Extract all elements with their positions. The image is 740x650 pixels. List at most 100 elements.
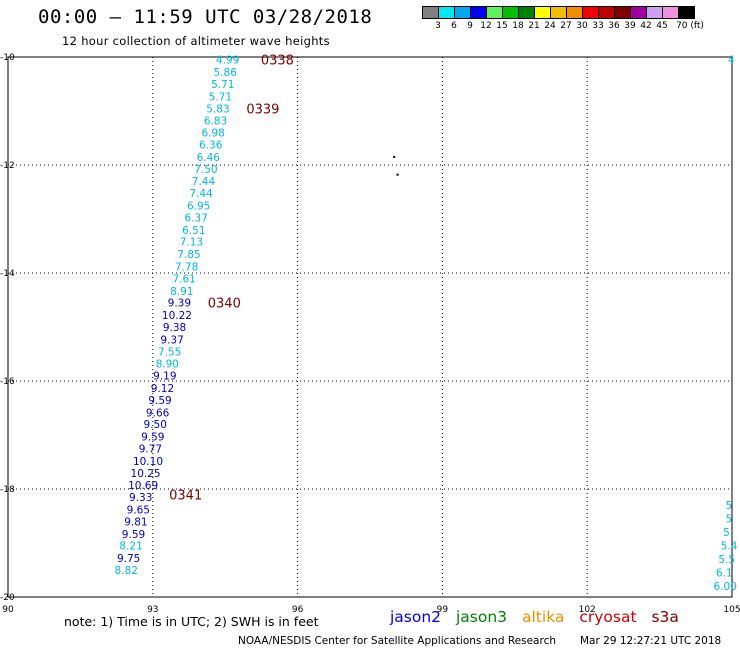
wave-height-label: 7.78 (175, 262, 198, 274)
color-scale-label: 24 (544, 21, 556, 31)
x-tick-label: 105 (723, 605, 740, 615)
wave-height-label: 6.95 (187, 201, 210, 213)
y-tick-label: -10 (0, 53, 15, 63)
wave-height-label: 9.81 (124, 516, 147, 528)
x-tick-label: 96 (292, 605, 304, 615)
x-tick-label: 93 (147, 605, 158, 615)
wave-height-label: 9.19 (153, 371, 176, 383)
color-scale-label: 12 (480, 21, 492, 31)
wave-height-label: 4 (728, 55, 735, 67)
wave-height-label: 5.71 (211, 79, 234, 91)
legend-jason3: jason3 (456, 608, 508, 626)
wave-height-label: 6.83 (204, 116, 227, 128)
wave-height-label: 5. (723, 527, 733, 539)
chart-title: 00:00 – 11:59 UTC 03/28/2018 (38, 6, 373, 28)
island-marker (396, 173, 399, 176)
wave-height-label: 10.25 (131, 468, 161, 480)
y-tick-label: -14 (0, 269, 15, 279)
legend-cryosat: cryosat (579, 608, 637, 626)
x-tick-label: 99 (437, 605, 449, 615)
wave-height-label: 9.77 (139, 444, 162, 456)
color-scale-label: 27 (560, 21, 572, 31)
y-tick-label: -16 (0, 377, 15, 387)
color-scale-swatches (422, 6, 695, 19)
pass-time-label: 0338 (261, 54, 294, 69)
wave-height-label: 9.59 (141, 432, 164, 444)
generation-timestamp: Mar 29 12:27:21 UTC 2018 (580, 635, 722, 647)
wave-height-label: 6.98 (201, 128, 224, 140)
wave-height-label: 6.51 (182, 225, 205, 237)
legend-s3a: s3a (651, 608, 679, 626)
wave-height-label: 9.65 (127, 505, 150, 517)
wave-height-label: 8.21 (119, 541, 142, 553)
pass-time-label: 0341 (169, 488, 202, 503)
color-scale-label: 30 (576, 21, 588, 31)
wave-height-label: 9.39 (168, 298, 191, 310)
color-scale-label: 3 (435, 21, 441, 31)
x-tick-label: 90 (2, 605, 14, 615)
wave-height-label: 7.61 (172, 273, 195, 285)
legend-jason2: jason2 (390, 608, 442, 626)
wave-height-label: 8.91 (170, 286, 193, 298)
island-marker (393, 155, 396, 158)
wave-height-label: 10.69 (128, 480, 158, 492)
color-scale-label: 21 (528, 21, 540, 31)
wave-height-label: 8.82 (115, 565, 138, 577)
color-scale-label: 45 (656, 21, 668, 31)
legend-altika: altika (522, 608, 565, 626)
color-scale-label: 18 (512, 21, 524, 31)
wave-height-label: 6.46 (197, 152, 221, 164)
color-scale-label: 36 (608, 21, 620, 31)
wave-height-label: 6.37 (185, 212, 208, 224)
color-scale-labels: 3 6 9 12 15 18 21 24 27 30 33 36 39 42 45 70 (ft) (422, 19, 704, 33)
wave-height-label: 5.4 (721, 541, 738, 553)
wave-height-label: 5.5 (718, 554, 735, 566)
wave-height-label: 6.36 (199, 139, 223, 151)
wave-height-label: 9.59 (148, 395, 171, 407)
chart-subtitle: 12 hour collection of altimeter wave hei… (62, 34, 330, 48)
wave-height-label: 7.44 (189, 188, 213, 200)
color-scale-label: 9 (467, 21, 473, 31)
credit-line: NOAA/NESDIS Center for Satellite Applica… (238, 635, 556, 647)
color-scale-label: 70 (ft) (676, 21, 704, 31)
color-scale-label: 15 (496, 21, 508, 31)
wave-height-label: 5.83 (206, 103, 229, 115)
wave-height-label: 9.75 (117, 553, 140, 565)
wave-height-label: 9.37 (160, 334, 183, 346)
wave-height-label: 7.50 (194, 164, 217, 176)
wave-height-label: 5 (726, 514, 733, 526)
color-scale-label: 39 (624, 21, 636, 31)
footer-note: note: 1) Time is in UTC; 2) SWH is in fe… (64, 614, 319, 629)
satellite-legend: jason2 jason3 altika cryosat s3a (390, 608, 689, 626)
wave-height-label: 9.50 (144, 419, 167, 431)
wave-height-label: 6.00 (714, 581, 737, 593)
pass-time-label: 0339 (246, 102, 279, 117)
wave-height-label: 9.33 (129, 492, 152, 504)
wave-height-label: 4.99 (216, 55, 239, 67)
wave-height-label: 7.44 (192, 176, 216, 188)
y-tick-label: -18 (0, 485, 15, 495)
wave-height-label: 8.90 (156, 359, 179, 371)
wave-height-color-scale: 3 6 9 12 15 18 21 24 27 30 33 36 39 42 45 70 (ft) (422, 6, 704, 33)
wave-height-label: 9.66 (146, 407, 170, 419)
color-scale-label: 6 (451, 21, 457, 31)
wave-height-label: 6.1 (716, 568, 733, 580)
wave-height-label: 7.85 (177, 249, 200, 261)
color-swatch (678, 6, 695, 19)
pass-time-label: 0340 (208, 297, 241, 312)
x-tick-label: 102 (579, 605, 596, 615)
y-tick-label: -12 (0, 161, 15, 171)
wave-height-label: 9.12 (151, 383, 174, 395)
wave-height-label: 5.71 (209, 91, 232, 103)
wave-height-label: 5 (726, 500, 733, 512)
color-scale-label: 42 (640, 21, 652, 31)
wave-height-label: 9.38 (163, 322, 186, 334)
wave-height-label: 9.59 (122, 529, 145, 541)
color-scale-label: 33 (592, 21, 604, 31)
wave-height-label: 7.55 (158, 346, 181, 358)
plot-frame (7, 56, 733, 598)
wave-height-label: 10.10 (133, 456, 163, 468)
wave-height-label: 7.13 (180, 237, 203, 249)
y-tick-label: -20 (0, 593, 15, 603)
